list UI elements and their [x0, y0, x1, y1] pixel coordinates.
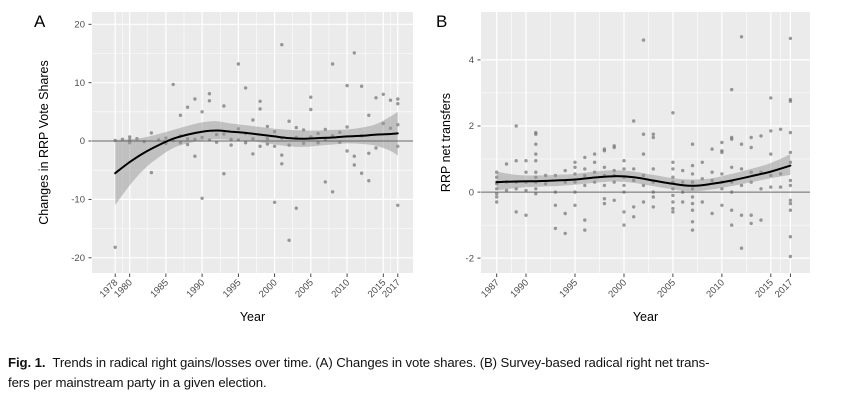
- y-tick-label: -10: [71, 195, 85, 206]
- x-tick-label: 2005: [293, 277, 316, 300]
- x-tick-label: 1995: [557, 277, 580, 300]
- figure-caption-line1: Trends in radical right gains/losses ove…: [52, 355, 710, 370]
- x-tick-label: 2010: [704, 277, 727, 300]
- y-tick-label: 20: [74, 20, 85, 31]
- x-tick-label: 2005: [655, 277, 678, 300]
- figure-panels: 1978 1980 1985 1990 1995 2000 2005 2010 2015 2017…: [0, 0, 852, 340]
- x-axis-title: Year: [633, 310, 658, 324]
- y-axis: -20 -10 0 10 20: [71, 20, 92, 264]
- y-tick-label: 0: [469, 187, 474, 198]
- x-tick-label: 1987: [479, 277, 502, 300]
- y-tick-label: -2: [466, 253, 474, 264]
- figure-caption: Fig. 1. Trends in radical right gains/los…: [8, 353, 842, 393]
- confidence-ribbon: [496, 154, 791, 192]
- x-tick-label: 1985: [148, 277, 171, 300]
- y-tick-label: -20: [71, 253, 85, 264]
- x-tick-label: 2017: [773, 277, 796, 300]
- x-tick-label: 2000: [257, 277, 280, 300]
- y-tick-label: 0: [80, 136, 85, 147]
- x-tick-label: 1990: [508, 277, 531, 300]
- y-axis: -2 0 2 4: [466, 55, 481, 264]
- panel-a: 1978 1980 1985 1990 1995 2000 2005 2010 2015 2017…: [0, 0, 430, 340]
- x-tick-label: 2010: [329, 277, 352, 300]
- panel-letter: A: [34, 12, 46, 31]
- panel-letter: B: [436, 12, 447, 31]
- y-axis-title: Changes in RRP Vote Shares: [37, 60, 51, 224]
- minor-gridlines: [481, 12, 810, 273]
- smooth-line: [495, 164, 792, 187]
- panel-b: 1987 1990 1995 2000 2005 2010 2015 2017 -2 0 2 4 Yea…: [430, 0, 852, 340]
- x-tick-label: 2000: [606, 277, 629, 300]
- figure-caption-line2: fers per mainstream party in a given ele…: [8, 375, 267, 391]
- plot-background: [481, 12, 810, 273]
- smooth-line: [114, 129, 399, 175]
- y-tick-label: 2: [469, 121, 474, 132]
- y-axis-title: RRP net transfers: [439, 93, 453, 192]
- x-tick-label: 1990: [184, 277, 207, 300]
- figure-caption-label: Fig. 1.: [8, 355, 46, 370]
- x-axis-title: Year: [240, 310, 265, 324]
- x-tick-label: 1995: [221, 277, 244, 300]
- x-tick-label: 2015: [753, 277, 776, 300]
- y-tick-label: 10: [74, 78, 85, 89]
- y-tick-label: 4: [469, 55, 474, 66]
